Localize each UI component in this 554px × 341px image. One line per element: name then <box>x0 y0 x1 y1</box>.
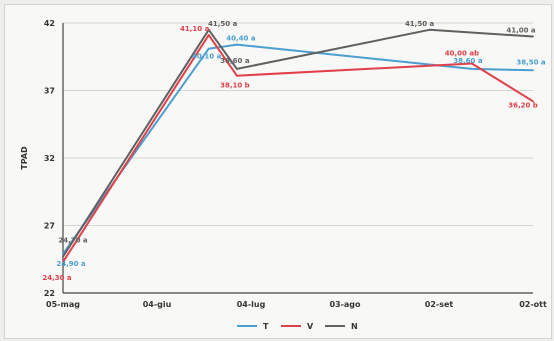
data-labels: 24,90 a 40,10 a 40,40 a 38,60 a 38,50 a 24,30… <box>42 20 546 282</box>
axes <box>62 23 533 294</box>
data-point-V-1 <box>207 34 210 37</box>
y-tick-3: 37 <box>44 87 55 96</box>
data-label-V-3: 40,00 ab <box>445 50 479 58</box>
legend-item-T: T <box>237 322 269 331</box>
data-point-T-4 <box>532 69 534 72</box>
data-label-N-2: 38,60 a <box>220 57 250 65</box>
x-tick-0: 05-mag <box>46 300 80 309</box>
x-tick-1: 04-giu <box>143 300 172 309</box>
line-chart: 22 27 32 37 42 05-mag 04-giu 04-lug 03-ago 02-se… <box>20 19 547 331</box>
data-label-N-0: 24,70 a <box>58 237 88 245</box>
y-tick-1: 27 <box>44 222 55 231</box>
data-point-N-0 <box>62 255 64 258</box>
y-axis-label: TPAD <box>20 146 29 170</box>
x-tick-2: 04-lug <box>237 300 266 309</box>
data-label-T-1: 40,10 a <box>192 53 222 61</box>
data-label-N-3: 41,50 a <box>405 20 435 28</box>
data-point-N-1 <box>207 28 210 31</box>
data-point-V-3 <box>471 62 473 65</box>
x-tick-labels: 05-mag 04-giu 04-lug 03-ago 02-set 02-ott <box>46 300 547 309</box>
series-lines <box>62 28 534 263</box>
data-label-T-0: 24,90 a <box>56 260 86 268</box>
data-point-V-0 <box>62 261 64 263</box>
y-tick-4: 42 <box>44 19 55 28</box>
y-tick-0: 22 <box>44 289 55 298</box>
data-label-V-4: 36,20 b <box>508 101 538 109</box>
y-tick-labels: 22 27 32 37 42 <box>44 19 55 298</box>
grid-lines <box>63 22 533 226</box>
data-label-T-2: 40,40 a <box>226 35 256 43</box>
data-point-N-2 <box>236 68 238 70</box>
data-label-T-3: 38,60 a <box>453 57 483 65</box>
y-tick-2: 32 <box>44 154 55 163</box>
data-point-N-4 <box>532 35 534 38</box>
data-point-N-3 <box>428 28 431 31</box>
legend-item-N: N <box>325 322 358 331</box>
data-point-V-2 <box>236 74 238 77</box>
x-tick-5: 02-ott <box>519 300 547 309</box>
data-point-T-3 <box>471 68 473 70</box>
x-tick-3: 03-ago <box>329 300 361 309</box>
data-point-T-2 <box>236 43 238 46</box>
series-line-T <box>62 43 534 255</box>
legend-label-T: T <box>263 322 269 331</box>
data-label-V-0: 24,30 a <box>42 274 72 282</box>
data-label-V-1: 41,10 a <box>180 25 210 33</box>
x-tick-4: 02-set <box>425 300 454 309</box>
legend-label-N: N <box>351 322 358 331</box>
data-label-N-1: 41,50 a <box>208 20 238 28</box>
data-label-N-4: 41,00 a <box>506 27 536 35</box>
data-label-V-2: 38,10 b <box>220 82 250 90</box>
data-label-T-4: 38,50 a <box>516 58 546 66</box>
legend-item-V: V <box>281 322 314 331</box>
legend-label-V: V <box>307 322 314 331</box>
data-point-T-1 <box>207 47 210 50</box>
data-point-V-4 <box>532 100 534 103</box>
chart-frame: 22 27 32 37 42 05-mag 04-giu 04-lug 03-ago 02-se… <box>4 4 552 339</box>
